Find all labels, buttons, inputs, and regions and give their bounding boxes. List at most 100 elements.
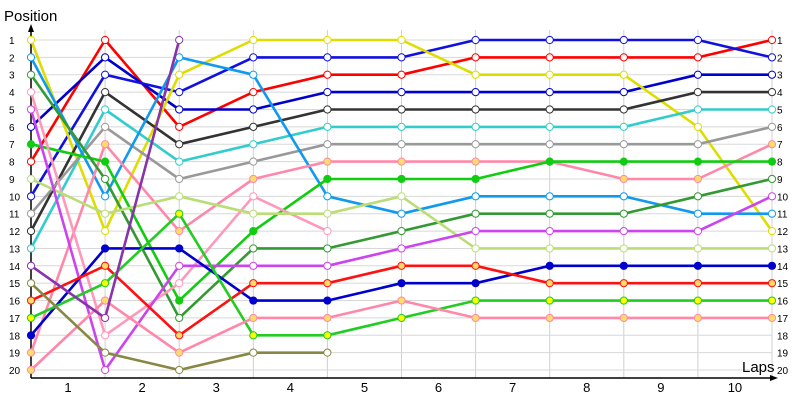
data-point [397, 209, 406, 218]
y-tick-label-right: 3 [777, 71, 783, 82]
data-point [545, 261, 554, 270]
data-point [471, 226, 480, 236]
series-13 [26, 174, 777, 253]
x-axis-title: Laps [742, 359, 775, 376]
data-point [397, 105, 406, 114]
x-axis-arrow [770, 375, 778, 381]
data-point [26, 105, 36, 114]
data-point [397, 226, 406, 236]
data-point [545, 157, 554, 166]
data-point [26, 174, 36, 184]
y-tick-label-left: 11 [9, 210, 20, 221]
data-point [545, 140, 554, 149]
data-point [323, 157, 332, 166]
y-tick-label-left: 6 [9, 123, 15, 134]
series-11 [26, 70, 777, 323]
data-point [693, 313, 703, 323]
data-point [101, 279, 110, 288]
data-point [249, 105, 258, 114]
y-tick-label-left: 12 [9, 227, 21, 238]
data-point [767, 192, 777, 201]
data-point [397, 157, 406, 166]
x-tick-label: 10 [728, 380, 742, 395]
series-18 [26, 296, 777, 375]
series-12 [26, 88, 332, 340]
data-point [323, 226, 332, 236]
y-tick-label-right: 20 [777, 366, 789, 377]
y-tick-label-left: 20 [9, 366, 21, 377]
data-point [545, 88, 554, 97]
series-7 [26, 122, 777, 218]
y-tick-label-right: 18 [777, 331, 789, 342]
data-point [101, 140, 110, 149]
data-point [471, 35, 480, 45]
data-point [249, 296, 258, 305]
data-point [397, 140, 406, 149]
data-point [323, 261, 332, 270]
data-point [101, 105, 110, 114]
x-tick-label: 6 [435, 380, 442, 395]
data-point [26, 70, 36, 79]
y-tick-label-left: 16 [9, 297, 21, 308]
y-tick-label-right: 14 [777, 262, 789, 273]
data-point [249, 209, 258, 218]
y-tick-label-right: 7 [777, 140, 783, 151]
data-point [101, 174, 110, 184]
y-tick-label-right: 4 [777, 88, 783, 99]
y-tick-label-left: 13 [9, 244, 21, 255]
data-point [471, 105, 480, 114]
data-point [693, 88, 703, 97]
data-point [767, 261, 777, 270]
data-point [767, 122, 777, 131]
data-point [767, 35, 777, 45]
y-tick-label-right: 19 [777, 349, 789, 360]
data-point [619, 279, 628, 288]
data-point [101, 88, 110, 97]
data-point [175, 70, 184, 79]
data-point [249, 35, 258, 45]
y-tick-label-left: 10 [9, 192, 21, 203]
data-point [101, 209, 110, 218]
data-point [323, 174, 332, 184]
data-point [249, 53, 258, 62]
data-point [101, 53, 110, 62]
data-point [175, 53, 184, 62]
data-point [619, 35, 628, 45]
data-point [101, 313, 110, 323]
data-point [693, 157, 703, 166]
data-point [619, 70, 628, 79]
y-tick-label-left: 8 [9, 158, 15, 169]
data-point [619, 157, 628, 166]
data-point [545, 279, 554, 288]
data-point [101, 35, 110, 45]
data-point [26, 157, 36, 166]
y-tick-label-left: 7 [9, 140, 15, 151]
data-point [26, 35, 36, 45]
data-point [101, 122, 110, 131]
data-point [249, 174, 258, 184]
data-point [249, 88, 258, 97]
y-tick-label-left: 3 [9, 71, 15, 82]
data-point [26, 53, 36, 62]
data-point [693, 35, 703, 45]
data-point [545, 226, 554, 236]
data-point [619, 105, 628, 114]
y-tick-label-left: 9 [9, 175, 15, 186]
y-tick-label-left: 1 [9, 36, 15, 47]
x-tick-label: 2 [139, 380, 146, 395]
data-point [101, 296, 110, 305]
data-point [397, 122, 406, 131]
data-point [693, 192, 703, 201]
data-point [323, 331, 332, 340]
data-point [767, 105, 777, 114]
data-point [26, 296, 36, 305]
data-point [619, 261, 628, 270]
data-point [249, 261, 258, 270]
data-point [693, 53, 703, 62]
x-tick-label: 8 [583, 380, 590, 395]
data-point [767, 313, 777, 323]
data-point [397, 296, 406, 305]
data-point [249, 279, 258, 288]
series-8 [26, 53, 777, 218]
